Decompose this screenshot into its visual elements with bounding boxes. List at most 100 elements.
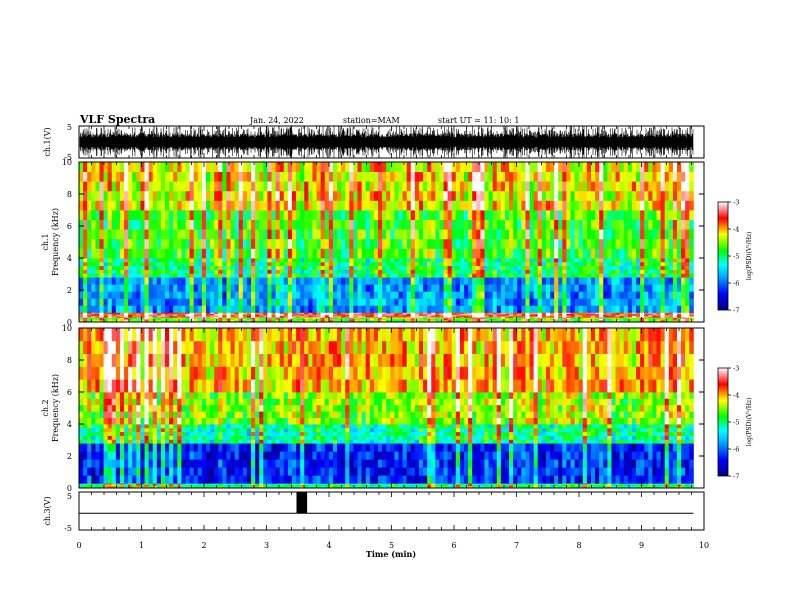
spectrogram-cell <box>271 314 276 316</box>
spectrogram-cell <box>218 171 223 182</box>
spectrogram-cell <box>648 316 653 318</box>
spectrogram-cell <box>353 273 358 278</box>
spectrogram-cell <box>640 314 645 316</box>
spectrogram-cell <box>341 238 346 249</box>
spectrogram-cell <box>279 258 285 263</box>
spectrogram-cell <box>79 379 84 393</box>
spectrogram-cell <box>95 485 100 487</box>
spectrogram-cell <box>386 261 391 267</box>
spectrogram-cell <box>205 200 211 211</box>
spectrogram-cell <box>173 315 178 317</box>
spectrogram-cell <box>365 181 371 192</box>
spectrogram-cell <box>226 181 231 192</box>
spectrogram-cell <box>402 171 408 182</box>
spectrogram-cell <box>160 265 166 270</box>
spectrogram-cell <box>226 273 231 278</box>
spectrogram-cell <box>652 181 657 192</box>
spectrogram-cell <box>111 200 117 211</box>
spectrogram-cell <box>79 317 84 319</box>
spectrogram-cell <box>472 317 477 319</box>
spectrogram-cell <box>427 298 432 306</box>
spectrogram-cell <box>91 162 96 172</box>
spectrogram-cell <box>255 219 260 230</box>
spectrogram-cell <box>320 312 326 314</box>
spectrogram-cell <box>148 248 154 259</box>
spectrogram-cell <box>660 171 666 182</box>
spectrogram-cell <box>201 315 207 317</box>
spectrogram-cell <box>398 238 403 249</box>
spectrogram-cell <box>316 316 322 318</box>
spectrogram-cell <box>185 219 190 230</box>
spectrogram-cell <box>345 316 350 318</box>
spectrogram-cell <box>255 277 260 285</box>
spectrogram-cell <box>214 298 219 306</box>
spectrogram-cell <box>304 171 309 182</box>
spectrogram-cell <box>537 314 543 316</box>
spectrogram-cell <box>582 315 588 317</box>
spectrogram-cell <box>79 258 84 263</box>
spectrogram-cell <box>230 229 236 240</box>
spectrogram-cell <box>631 319 637 321</box>
spectrogram-cell <box>468 317 473 319</box>
spectrogram-cell <box>165 248 170 259</box>
spectrogram-cell <box>111 284 117 292</box>
spectrogram-cell <box>668 320 674 322</box>
spectrogram-cell <box>406 273 412 278</box>
spectrogram-cell <box>144 265 150 270</box>
spectrogram-cell <box>189 171 195 182</box>
spectrogram-cell <box>300 277 305 285</box>
spectrogram-cell <box>545 314 551 316</box>
spectrogram-cell <box>476 277 481 285</box>
spectrogram-cell <box>83 238 88 249</box>
spectrogram-cell <box>427 171 432 182</box>
spectrogram-cell <box>484 319 489 321</box>
spectrogram-cell <box>234 313 240 315</box>
spectrogram-cell <box>676 200 682 211</box>
spectrogram-cell <box>87 340 92 354</box>
spectrogram-cell <box>189 298 195 306</box>
spectrogram-cell <box>185 200 190 211</box>
spectrogram-cell <box>681 229 686 240</box>
spectrogram-cell <box>111 417 117 425</box>
spectrogram-cell <box>95 316 100 318</box>
spectrogram-cell <box>267 284 272 292</box>
spectrogram-cell <box>230 269 236 274</box>
spectrogram-cell <box>529 314 535 316</box>
spectrogram-cell <box>660 277 666 285</box>
spectrogram-cell <box>210 210 215 220</box>
spectrogram-cell <box>480 265 485 270</box>
spectrogram-cell <box>611 316 616 318</box>
spectrogram-cell <box>443 258 449 263</box>
spectrogram-cell <box>574 318 580 320</box>
spectrogram-cell <box>431 314 436 316</box>
spectrogram-cell <box>291 318 297 320</box>
spectrogram-cell <box>472 200 477 211</box>
spectrogram-cell <box>128 200 133 211</box>
spectrogram-cell <box>529 318 535 320</box>
spectrogram-cell <box>324 258 330 263</box>
spectrogram-cell <box>83 486 88 488</box>
spectrogram-cell <box>533 219 539 230</box>
spectrogram-cell <box>443 210 449 220</box>
spectrogram-cell <box>451 314 457 316</box>
spectrogram-cell <box>623 269 629 274</box>
spectrogram-cell <box>115 485 121 487</box>
spectrogram-cell <box>595 190 600 201</box>
spectrogram-cell <box>283 314 289 316</box>
spectrogram-cell <box>107 315 113 317</box>
spectrogram-cell <box>328 318 334 320</box>
spectrogram-cell <box>124 284 129 292</box>
spectrogram-cell <box>169 162 174 172</box>
spectrogram-cell <box>95 379 100 393</box>
spectrogram-cell <box>615 229 621 240</box>
spectrogram-cell <box>373 315 379 317</box>
spectrogram-cell <box>210 219 215 230</box>
spectrogram-cell <box>451 269 457 274</box>
spectrogram-cell <box>545 190 551 201</box>
spectrogram-cell <box>128 318 133 320</box>
spectrogram-cell <box>107 431 113 436</box>
spectrogram-cell <box>308 298 313 306</box>
spectrogram-cell <box>189 273 195 278</box>
spectrogram-cell <box>107 475 113 484</box>
spectrogram-cell <box>599 291 604 299</box>
